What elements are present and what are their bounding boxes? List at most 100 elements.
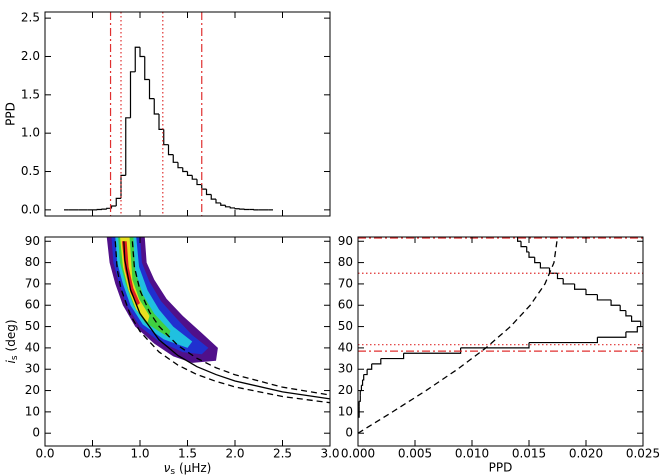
histogram-step — [517, 237, 522, 242]
histogram-step — [574, 283, 586, 290]
histogram-step — [177, 162, 183, 169]
y-axis-label: PPD — [4, 102, 18, 126]
y-tick-label: 30 — [338, 362, 353, 376]
curve — [123, 241, 330, 400]
histogram-step — [585, 289, 598, 296]
histogram-step — [120, 174, 126, 199]
histogram-step — [167, 144, 174, 156]
histogram-step — [153, 98, 159, 115]
histogram-step — [403, 347, 462, 354]
histogram-step — [556, 273, 564, 280]
histogram-step — [129, 71, 136, 118]
x-tick-label: 0.025 — [626, 447, 660, 461]
histogram-step — [631, 315, 641, 322]
histogram-step — [534, 257, 541, 264]
x-tick-label: 0.010 — [455, 447, 489, 461]
y-tick-label: 10 — [338, 404, 353, 418]
label-unit: (μHz) — [179, 461, 211, 475]
histogram-step — [596, 294, 612, 301]
x-tick-label: 1.0 — [130, 447, 149, 461]
histogram-step — [234, 207, 240, 210]
y-tick-label: 80 — [25, 255, 40, 269]
y-tick-label: 0.5 — [21, 164, 40, 178]
histogram-step — [619, 305, 626, 312]
histogram-step — [460, 342, 530, 349]
histogram-step — [158, 114, 164, 130]
histogram-step — [201, 184, 207, 190]
x-tick-label: 0.020 — [569, 447, 603, 461]
histogram-step — [220, 202, 226, 206]
histogram-step — [367, 363, 373, 370]
histogram-step — [163, 129, 169, 146]
y-tick-label: 40 — [338, 340, 353, 354]
curve — [358, 241, 558, 434]
histogram-step — [363, 369, 368, 376]
y-tick-label: 60 — [25, 298, 40, 312]
histogram-step — [134, 46, 140, 72]
curve — [131, 241, 330, 396]
x-tick-label: 0.0 — [35, 447, 54, 461]
histogram-step — [528, 251, 535, 258]
histogram-step — [224, 205, 231, 208]
x-tick-label: 3.0 — [320, 447, 339, 461]
label-subscript: s — [170, 467, 175, 475]
histogram-step — [191, 175, 197, 180]
histogram-step — [597, 331, 627, 338]
histogram-step — [526, 246, 529, 253]
y-tick-label: 1.0 — [21, 126, 40, 140]
x-tick-label: 0.015 — [512, 447, 546, 461]
histogram-step — [625, 310, 632, 317]
x-tick-label: 2.0 — [225, 447, 244, 461]
histogram-step — [182, 167, 188, 173]
histogram-step — [215, 199, 221, 204]
histogram-step — [360, 385, 363, 392]
plot-area — [358, 237, 643, 434]
histogram-step — [529, 337, 598, 344]
x-axis-label: PPD — [489, 461, 513, 475]
histogram-step — [371, 358, 382, 365]
density-contour — [121, 241, 140, 306]
x-tick-label: 1.5 — [178, 447, 197, 461]
histogram-step — [210, 194, 216, 200]
y-tick-label: 70 — [338, 276, 353, 290]
histogram-step — [125, 117, 131, 176]
y-tick-label: 20 — [338, 383, 353, 397]
histogram-step — [148, 79, 155, 100]
histogram-step — [361, 379, 364, 386]
histogram-step — [520, 241, 527, 248]
x-axis-label: νs (μHz) — [164, 461, 212, 475]
histogram-step — [144, 56, 150, 81]
histogram-step — [362, 374, 365, 381]
histogram-step — [106, 207, 112, 210]
y-tick-label: 1.5 — [21, 87, 40, 101]
y-tick-label: 10 — [25, 404, 40, 418]
x-tick-label: 0.000 — [341, 447, 375, 461]
y-tick-label: 40 — [25, 340, 40, 354]
y-tick-label: 2.5 — [21, 11, 40, 25]
y-tick-label: 70 — [25, 276, 40, 290]
y-tick-label: 50 — [25, 319, 40, 333]
histogram-step — [625, 326, 638, 333]
y-tick-label: 0.0 — [21, 202, 40, 216]
y-tick-label: 90 — [338, 234, 353, 248]
y-tick-label: 90 — [25, 234, 40, 248]
y-tick-label: 30 — [25, 362, 40, 376]
histogram-step — [196, 179, 202, 186]
axes-frame — [357, 236, 644, 447]
histogram-step — [610, 299, 621, 306]
label-symbol: i — [4, 360, 18, 364]
histogram-step — [637, 321, 642, 328]
plot-area — [106, 237, 330, 404]
y-tick-label: 60 — [338, 298, 353, 312]
label-symbol: ν — [164, 461, 171, 475]
y-tick-label: 0 — [32, 426, 40, 440]
y-tick-label: 50 — [338, 319, 353, 333]
x-tick-label: 0.5 — [83, 447, 102, 461]
y-tick-label: 0 — [345, 426, 353, 440]
histogram-step — [205, 189, 212, 196]
histogram-step — [229, 206, 235, 209]
histogram-step — [539, 262, 550, 269]
y-tick-label: 20 — [25, 383, 40, 397]
x-tick-label: 0.005 — [398, 447, 432, 461]
